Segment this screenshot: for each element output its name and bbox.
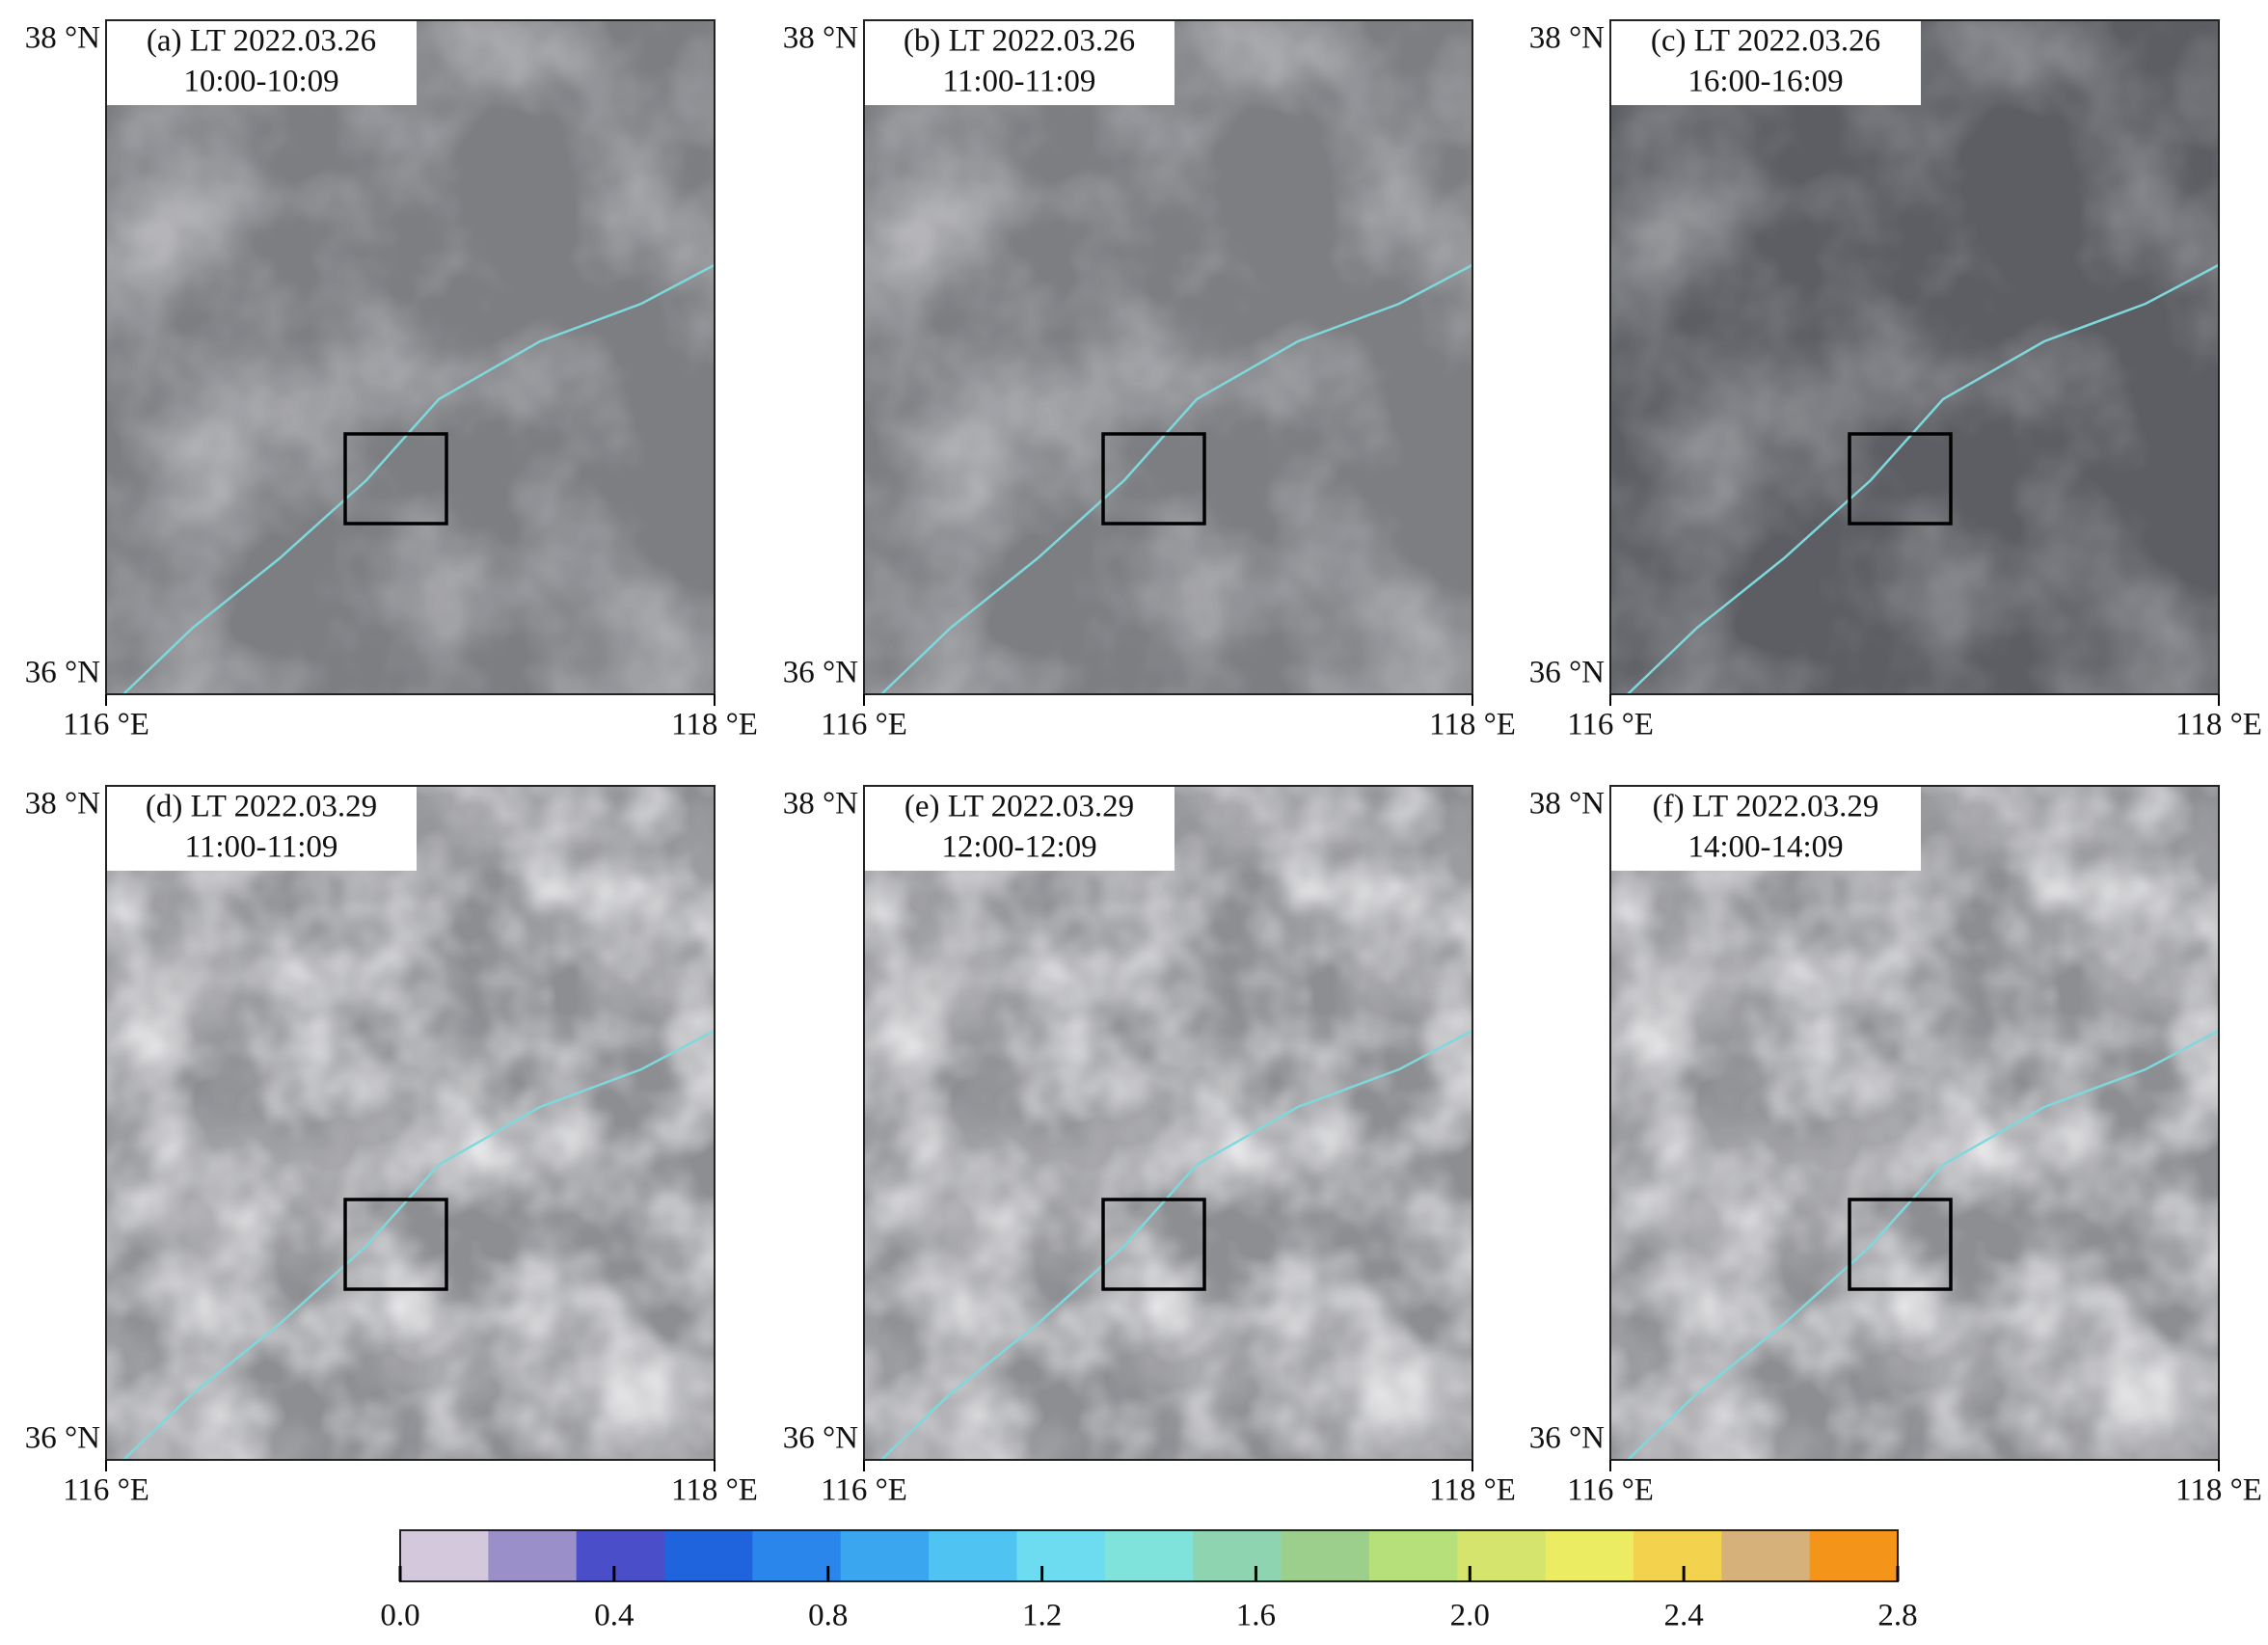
study-area-box xyxy=(343,1198,448,1291)
colorbar-segment xyxy=(1809,1530,1899,1581)
lon-label: 116 °E xyxy=(821,708,907,742)
map-panel: (d) LT 2022.03.29 11:00-11:09 38 °N 36 °N 11… xyxy=(25,785,758,1508)
lon-label: 118 °E xyxy=(671,708,758,742)
panel-label: (e) LT 2022.03.29 xyxy=(904,790,1134,824)
panel-label: (b) LT 2022.03.26 xyxy=(904,24,1135,59)
lon-label: 116 °E xyxy=(1567,1473,1654,1508)
colorbar-segment xyxy=(1721,1530,1811,1581)
study-area-box xyxy=(1101,1198,1206,1291)
panel-time: 11:00-11:09 xyxy=(943,65,1096,99)
colorbar-segment xyxy=(929,1530,1017,1581)
label-box xyxy=(1610,20,1921,105)
map-frame xyxy=(863,785,1473,1461)
map-frame xyxy=(105,19,716,695)
lat-label: 36 °N xyxy=(25,1421,100,1456)
colorbar-segment xyxy=(488,1530,578,1581)
label-box xyxy=(106,786,417,871)
lon-label: 118 °E xyxy=(1429,708,1516,742)
lat-label: 38 °N xyxy=(25,21,100,56)
cloud-cover xyxy=(106,786,715,1460)
lon-label: 118 °E xyxy=(2175,708,2262,742)
panel-time: 14:00-14:09 xyxy=(1688,830,1843,865)
map-panel: (e) LT 2022.03.29 12:00-12:09 38 °N 36 °N 11… xyxy=(783,785,1516,1508)
colorbar-tick-label: 2.0 xyxy=(1450,1599,1490,1633)
study-area-box xyxy=(1101,432,1206,526)
label-box xyxy=(864,20,1174,105)
colorbar-segment xyxy=(1368,1530,1458,1581)
cloud-cover xyxy=(864,786,1472,1460)
river xyxy=(880,1029,1474,1461)
colorbar-segment xyxy=(1016,1530,1106,1581)
panel-label: (c) LT 2022.03.26 xyxy=(1651,24,1880,59)
label-box xyxy=(1610,786,1921,871)
lat-label: 38 °N xyxy=(1529,21,1605,56)
colorbar-segment xyxy=(1633,1530,1722,1581)
lon-label: 118 °E xyxy=(671,1473,758,1508)
river xyxy=(880,263,1474,695)
colorbar-tick-label: 0.8 xyxy=(808,1599,848,1633)
map-panel: (c) LT 2022.03.26 16:00-16:09 38 °N 36 °N 11… xyxy=(1529,19,2262,742)
colorbar-tick-label: 2.8 xyxy=(1877,1599,1917,1633)
colorbar-segment xyxy=(1104,1530,1194,1581)
map-frame xyxy=(105,785,716,1461)
panel-label: (d) LT 2022.03.29 xyxy=(146,790,377,824)
colorbar-segment xyxy=(1545,1530,1634,1581)
panel-time: 16:00-16:09 xyxy=(1688,65,1843,99)
map-frame xyxy=(1609,19,2220,695)
panel-time: 12:00-12:09 xyxy=(941,830,1096,865)
colorbar-segment xyxy=(1281,1530,1370,1581)
lon-label: 116 °E xyxy=(821,1473,907,1508)
study-area-box xyxy=(1848,1198,1953,1291)
colorbar-segment xyxy=(840,1530,930,1581)
panel-time: 10:00-10:09 xyxy=(183,65,338,99)
lat-label: 36 °N xyxy=(25,656,100,690)
cloud-texture xyxy=(106,20,715,694)
lon-label: 116 °E xyxy=(63,708,149,742)
colorbar-segment xyxy=(664,1530,753,1581)
lon-label: 116 °E xyxy=(1567,708,1654,742)
colorbar-tick-label: 0.4 xyxy=(594,1599,634,1633)
colorbar-frame xyxy=(399,1529,1899,1582)
map-panel: (b) LT 2022.03.26 11:00-11:09 38 °N 36 °N 11… xyxy=(783,19,1516,742)
panel-label: (f) LT 2022.03.29 xyxy=(1653,790,1879,824)
lat-label: 36 °N xyxy=(1529,1421,1605,1456)
colorbar-tick-label: 0.0 xyxy=(380,1599,419,1633)
colorbar-tick-label: 1.2 xyxy=(1022,1599,1062,1633)
cloud-cover xyxy=(1610,786,2219,1460)
lon-label: 116 °E xyxy=(63,1473,149,1508)
label-box xyxy=(864,786,1174,871)
map-frame xyxy=(863,19,1473,695)
panel-label: (a) LT 2022.03.26 xyxy=(147,24,376,59)
lon-label: 118 °E xyxy=(1429,1473,1516,1508)
river xyxy=(122,1029,716,1461)
lat-label: 36 °N xyxy=(783,656,858,690)
cloud-texture xyxy=(864,20,1472,694)
cloud-texture xyxy=(1610,20,2219,694)
lat-label: 38 °N xyxy=(783,787,858,822)
study-area-box xyxy=(343,432,448,526)
lat-label: 36 °N xyxy=(1529,656,1605,690)
river xyxy=(122,263,716,695)
lat-label: 38 °N xyxy=(1529,787,1605,822)
lat-label: 38 °N xyxy=(783,21,858,56)
map-panel: (f) LT 2022.03.29 14:00-14:09 38 °N 36 °N 11… xyxy=(1529,785,2262,1508)
colorbar-segment xyxy=(576,1530,665,1581)
river xyxy=(1627,1029,2221,1461)
colorbar-segment xyxy=(1457,1530,1547,1581)
lon-label: 118 °E xyxy=(2175,1473,2262,1508)
river xyxy=(1627,263,2221,695)
lat-label: 38 °N xyxy=(25,787,100,822)
colorbar-tick-label: 2.4 xyxy=(1664,1599,1704,1633)
panel-time: 11:00-11:09 xyxy=(185,830,338,865)
colorbar-segment xyxy=(752,1530,842,1581)
colorbar-segment xyxy=(1193,1530,1282,1581)
study-area-box xyxy=(1848,432,1953,526)
label-box xyxy=(106,20,417,105)
colorbar-tick-label: 1.6 xyxy=(1236,1599,1276,1633)
map-panel: (a) LT 2022.03.26 10:00-10:09 38 °N 36 °N 11… xyxy=(25,19,758,742)
colorbar-segment xyxy=(400,1530,489,1581)
map-frame xyxy=(1609,785,2220,1461)
lat-label: 36 °N xyxy=(783,1421,858,1456)
